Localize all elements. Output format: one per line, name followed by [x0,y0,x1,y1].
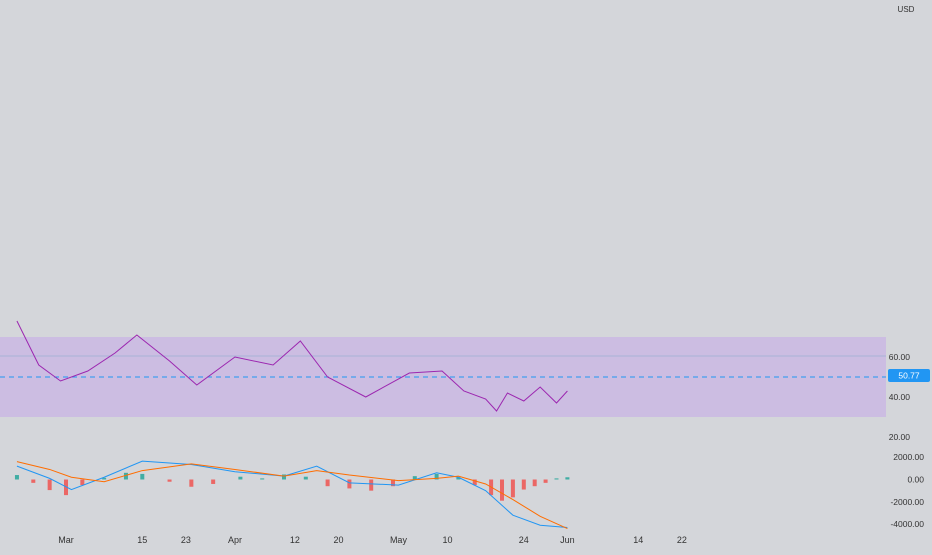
macd-histogram-bar [102,477,107,480]
macd-histogram-bar [325,479,330,487]
macd-histogram-bar [412,476,417,480]
x-axis-tick: 14 [633,535,643,545]
macd-axis-tick: -4000.00 [890,519,924,529]
macd-histogram-bar [369,479,374,491]
x-axis-tick: 24 [519,535,529,545]
x-axis-tick: 23 [181,535,191,545]
macd-histogram-bar [472,479,477,486]
macd-histogram-bar [565,477,570,480]
x-axis-tick: Apr [228,535,242,545]
x-axis-tick: 10 [442,535,452,545]
x-axis-tick: Jun [560,535,575,545]
macd-axis-tick: 0.00 [907,475,924,485]
macd-histogram-bar [391,479,395,487]
macd-line [16,460,568,528]
macd-histogram-bar [554,478,559,480]
macd-histogram-bar [189,479,194,487]
macd-histogram-bar [140,473,145,480]
x-axis-tick: 12 [290,535,300,545]
x-axis-tick: May [390,535,408,545]
rsi-axis-tick: 60.00 [889,352,911,362]
macd-histogram-bar [521,479,526,490]
macd-histogram-bar [211,479,216,484]
rsi-axis-tick: 40.00 [889,392,911,402]
x-axis-tick: 20 [333,535,343,545]
macd-histogram-bar [14,475,19,480]
macd-histogram-bar [282,474,286,480]
currency-label: USD [898,5,915,14]
macd-histogram-bar [532,479,537,487]
macd-histogram-bar [510,479,515,498]
rsi-axis-tick: 20.00 [889,432,911,442]
svg-text:50.77: 50.77 [898,370,920,380]
macd-histogram-bar [167,479,172,482]
macd-histogram-bar [543,479,548,483]
x-axis-tick: 15 [137,535,147,545]
macd-histogram-bar [303,476,308,480]
macd-histogram-bar [456,477,461,480]
macd-histogram-bar [123,472,128,480]
macd-histogram-bar [80,479,85,486]
macd-histogram-bar [347,479,352,489]
macd-axis-tick: 2000.00 [893,452,924,462]
x-axis-tick: Mar [58,535,74,545]
macd-histogram-bar [31,479,36,483]
rsi-value-badge[interactable]: 50.77 [888,368,930,382]
macd-histogram-bar [47,479,52,491]
macd-histogram-bar [434,473,439,480]
macd-histogram-bar [500,479,504,501]
x-axis-tick: 22 [677,535,687,545]
macd-histogram-bar [260,478,265,480]
macd-histogram-bar [238,476,243,480]
macd-signal-line [16,461,568,530]
rsi-line [16,320,568,412]
macd-axis-tick: -2000.00 [890,497,924,507]
